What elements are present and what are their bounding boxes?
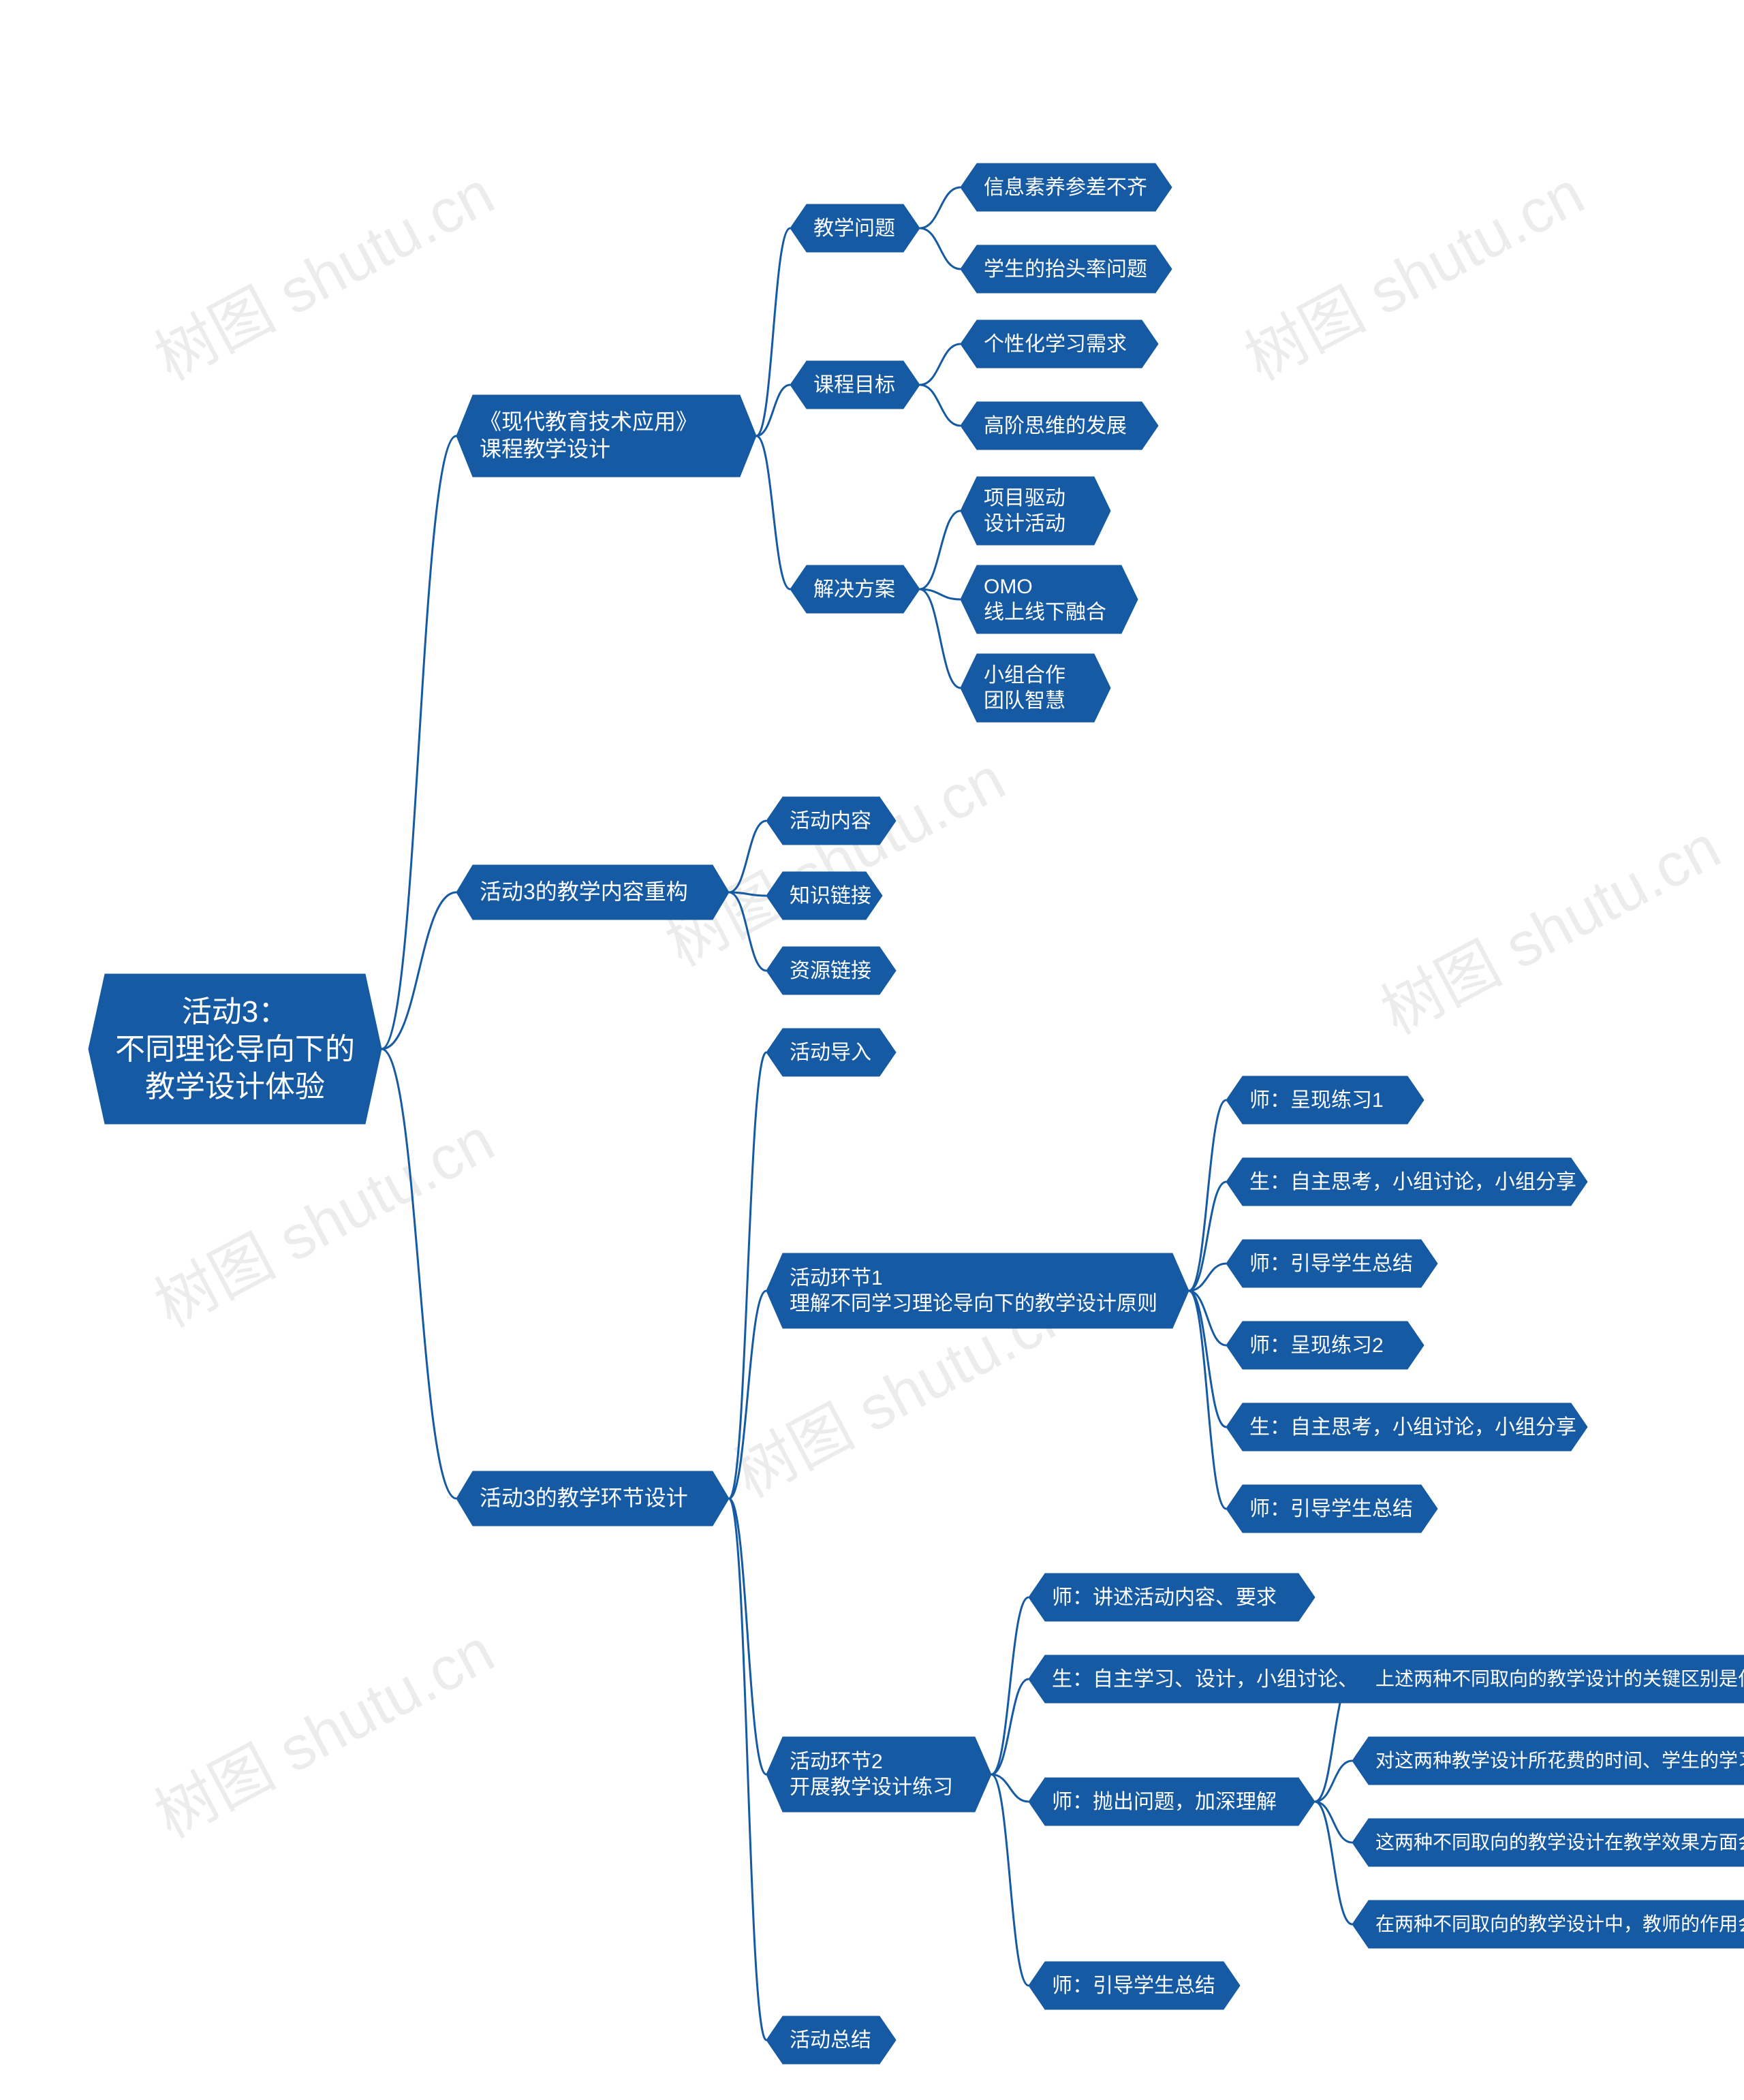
mindmap-container: 树图 shutu.cn树图 shutu.cn树图 shutu.cn树图 shut… <box>0 0 1744 2100</box>
node-label: 知识链接 <box>790 885 871 907</box>
node-b3c1[interactable]: 师：讲述活动内容、要求 <box>1029 1573 1315 1621</box>
node-b3b4[interactable]: 师：呈现练习2 <box>1226 1321 1424 1369</box>
node-label: 这两种不同取向的教学设计在教学效果方面会有哪些不同？ <box>1375 1832 1744 1853</box>
node-b1a[interactable]: 教学问题 <box>790 204 920 252</box>
node-b1[interactable]: 《现代教育技术应用》课程教学设计 <box>456 395 756 477</box>
node-b2a[interactable]: 活动内容 <box>766 797 896 845</box>
node-root[interactable]: 活动3：不同理论导向下的教学设计体验 <box>89 974 382 1124</box>
node-label: 课程目标 <box>813 374 895 396</box>
node-b1c1[interactable]: 项目驱动设计活动 <box>961 477 1110 545</box>
node-label: 生：自主思考，小组讨论，小组分享 <box>1249 1171 1576 1193</box>
node-label: 在两种不同取向的教学设计中，教师的作用会有哪些不同？ <box>1375 1913 1744 1934</box>
node-b1a2[interactable]: 学生的抬头率问题 <box>961 245 1172 293</box>
node-b3c[interactable]: 活动环节2开展教学设计练习 <box>766 1737 991 1812</box>
node-b3c3d[interactable]: 在两种不同取向的教学设计中，教师的作用会有哪些不同？ <box>1352 1900 1744 1948</box>
node-b3c3[interactable]: 师：抛出问题，加深理解 <box>1029 1778 1315 1825</box>
node-label: 解决方案 <box>813 578 895 601</box>
node-b3b6[interactable]: 师：引导学生总结 <box>1226 1485 1437 1533</box>
node-shape <box>766 1737 991 1812</box>
node-label: 活动内容 <box>790 810 871 832</box>
node-b2c[interactable]: 资源链接 <box>766 947 896 994</box>
node-b2b[interactable]: 知识链接 <box>766 872 882 920</box>
node-b1a1[interactable]: 信息素养参差不齐 <box>961 163 1172 211</box>
node-label: 师：引导学生总结 <box>1249 1253 1413 1275</box>
node-b1c2[interactable]: OMO线上线下融合 <box>961 565 1138 633</box>
node-b3b5[interactable]: 生：自主思考，小组讨论，小组分享 <box>1226 1403 1587 1451</box>
node-label: 生：自主思考，小组讨论，小组分享 <box>1249 1416 1576 1439</box>
node-shape <box>766 1253 1189 1328</box>
node-label: 个性化学习需求 <box>984 333 1127 356</box>
node-label: 教学问题 <box>813 217 895 240</box>
node-label: 资源链接 <box>790 960 871 982</box>
node-label: 对这两种教学设计所花费的时间、学生的学习兴趣等进行比较。 <box>1375 1750 1744 1771</box>
node-b1b2[interactable]: 高阶思维的发展 <box>961 402 1158 450</box>
node-b2[interactable]: 活动3的教学内容重构 <box>456 865 729 920</box>
node-b3b3[interactable]: 师：引导学生总结 <box>1226 1240 1437 1287</box>
node-label: 师：呈现练习1 <box>1249 1089 1384 1112</box>
node-b3b1[interactable]: 师：呈现练习1 <box>1226 1076 1424 1124</box>
node-b1b[interactable]: 课程目标 <box>790 361 920 409</box>
node-b3[interactable]: 活动3的教学环节设计 <box>456 1471 729 1526</box>
node-b1c3[interactable]: 小组合作团队智慧 <box>961 654 1110 722</box>
node-label: 学生的抬头率问题 <box>984 258 1147 281</box>
node-label: 信息素养参差不齐 <box>984 176 1147 199</box>
node-shape <box>456 395 756 477</box>
node-label: 师：呈现练习2 <box>1249 1334 1384 1357</box>
node-label: 活动导入 <box>790 1041 871 1064</box>
node-b1c[interactable]: 解决方案 <box>790 565 920 613</box>
node-label: 活动3的教学内容重构 <box>480 879 688 904</box>
node-b3b[interactable]: 活动环节1理解不同学习理论导向下的教学设计原则 <box>766 1253 1189 1328</box>
node-b3c3b[interactable]: 对这两种教学设计所花费的时间、学生的学习兴趣等进行比较。 <box>1352 1737 1744 1785</box>
node-label: 师：讲述活动内容、要求 <box>1052 1586 1277 1609</box>
node-label: 活动3的教学环节设计 <box>480 1486 688 1510</box>
node-label: 活动总结 <box>790 2029 871 2052</box>
node-label: 高阶思维的发展 <box>984 415 1127 437</box>
node-b1b1[interactable]: 个性化学习需求 <box>961 320 1158 368</box>
node-b3d[interactable]: 活动总结 <box>766 2016 896 2064</box>
node-b3c3c[interactable]: 这两种不同取向的教学设计在教学效果方面会有哪些不同？ <box>1352 1819 1744 1866</box>
node-label: 师：引导学生总结 <box>1052 1975 1215 1997</box>
node-label: 上述两种不同取向的教学设计的关键区别是什么？ <box>1375 1668 1744 1689</box>
node-label: 师：抛出问题，加深理解 <box>1052 1791 1277 1813</box>
node-b3a[interactable]: 活动导入 <box>766 1029 896 1076</box>
node-b3b2[interactable]: 生：自主思考，小组讨论，小组分享 <box>1226 1158 1587 1206</box>
node-b3c3a[interactable]: 上述两种不同取向的教学设计的关键区别是什么？ <box>1352 1655 1744 1703</box>
node-b3c4[interactable]: 师：引导学生总结 <box>1029 1962 1240 2009</box>
node-label: 师：引导学生总结 <box>1249 1498 1413 1520</box>
